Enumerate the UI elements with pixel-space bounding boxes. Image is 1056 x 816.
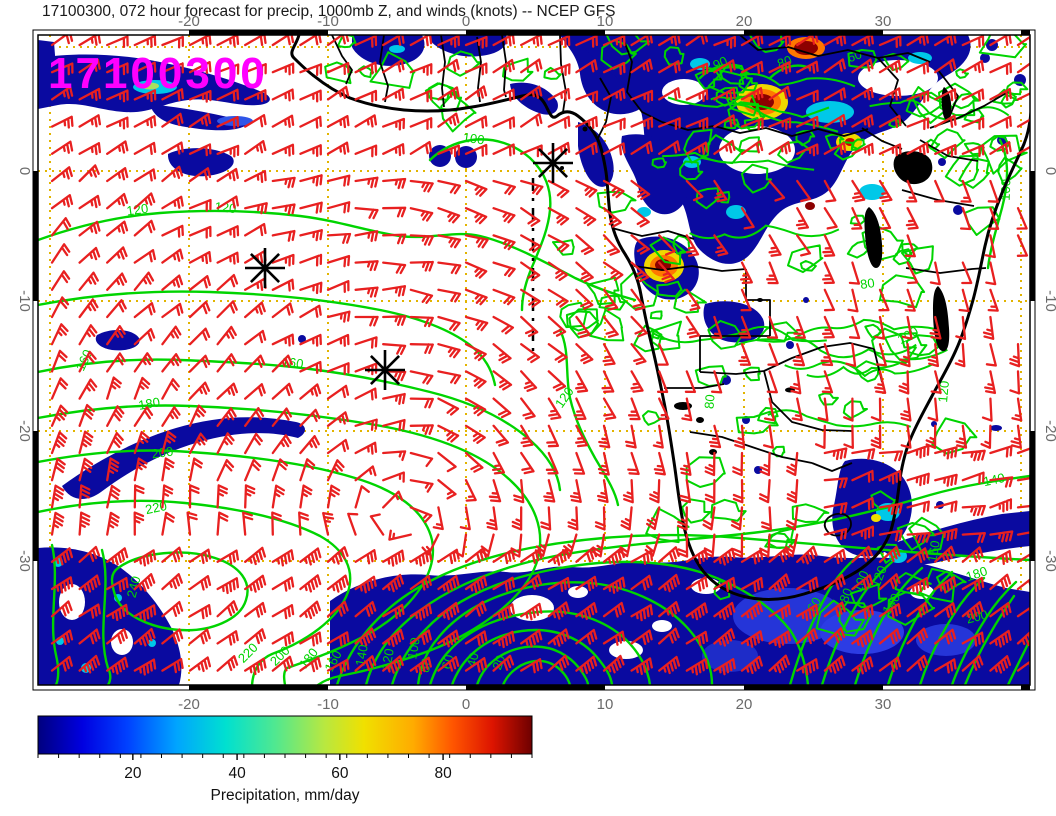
colorbar-tick-label: 80 <box>434 765 452 782</box>
lon-tick-top: 10 <box>597 13 614 30</box>
colorbar-tick-label: 20 <box>124 765 142 782</box>
country-border <box>937 69 959 121</box>
lat-tick-left: -20 <box>16 420 33 442</box>
asterisk-marker <box>533 143 573 183</box>
colorbar-tick-label: 40 <box>228 765 246 782</box>
country-border <box>919 139 979 162</box>
lon-tick-bottom: 0 <box>462 696 470 713</box>
lake <box>864 207 883 268</box>
colorbar-tick-label: 60 <box>331 765 349 782</box>
contour-label: 80 <box>859 275 875 292</box>
country-border <box>559 35 567 113</box>
lat-tick-right: -10 <box>1042 290 1056 312</box>
colorbar-bar <box>37 715 533 755</box>
lon-tick-bottom: -10 <box>317 696 339 713</box>
country-border <box>621 35 663 123</box>
contour-label: 100 <box>404 636 423 660</box>
africa-coastline <box>290 35 1030 601</box>
country-border <box>699 335 770 372</box>
lat-tick-right: -30 <box>1042 550 1056 572</box>
island <box>582 126 588 132</box>
country-border <box>905 267 987 274</box>
contour-label: 240 <box>124 574 144 599</box>
country-border <box>597 77 612 139</box>
contour-label: 100 <box>462 130 486 148</box>
timestamp-overlay: 17100300 <box>48 49 268 98</box>
map-frame <box>32 29 1036 691</box>
precipitation-colorbar: Precipitation, mm/day 20 40 60 80 <box>37 715 533 804</box>
contour-label: 80 <box>836 586 855 605</box>
asterisk-marker <box>365 350 405 390</box>
country-border <box>664 383 725 389</box>
lat-tick-left: -30 <box>16 550 33 572</box>
asterisk-markers <box>245 143 573 390</box>
lon-tick-bottom: 20 <box>736 696 753 713</box>
contour-label: 180 <box>137 394 161 413</box>
contour-label: 80 <box>701 394 717 410</box>
geography <box>290 35 1030 601</box>
lon-tick-top: -10 <box>317 13 339 30</box>
lon-tick-bottom: -20 <box>178 696 200 713</box>
page-title: 17100300, 072 hour forecast for precip, … <box>42 3 616 20</box>
country-border <box>811 462 853 472</box>
precip-region <box>352 35 425 66</box>
precip-region <box>38 40 56 76</box>
lat-tick-right: -20 <box>1042 420 1056 442</box>
lon-tick-top: 20 <box>736 13 753 30</box>
country-border <box>739 35 931 63</box>
island <box>560 166 564 170</box>
contour-label: 120 <box>214 199 237 216</box>
precip-region <box>167 148 234 177</box>
lat-tick-right: 0 <box>1042 167 1056 175</box>
country-border <box>929 91 1009 129</box>
lon-tick-bottom: 30 <box>875 696 892 713</box>
country-border <box>379 35 389 103</box>
country-border <box>699 342 875 375</box>
contour-label: 120 <box>126 201 150 219</box>
asterisk-marker <box>245 248 285 288</box>
precip-region <box>621 134 689 215</box>
contour-label: 90 <box>710 53 729 73</box>
lon-tick-top: 0 <box>462 13 470 30</box>
wind-barbs <box>50 35 1030 676</box>
lat-tick-left: 0 <box>16 167 33 175</box>
country-border <box>661 121 869 137</box>
lat-tick-left: -10 <box>16 290 33 312</box>
contour-label: 20 <box>489 653 508 672</box>
precip-region <box>38 547 182 685</box>
lon-tick-top: 30 <box>875 13 892 30</box>
lake <box>893 151 933 185</box>
contour-label: 160 <box>924 539 943 563</box>
country-border <box>633 265 747 272</box>
lon-tick-bottom: 10 <box>597 696 614 713</box>
colorbar-caption: Precipitation, mm/day <box>210 787 359 804</box>
axis-labels: -20 -20 -10 -10 0 0 10 10 20 20 30 30 0 0 -10 -10 -20 -20… <box>16 13 1056 713</box>
country-border <box>611 227 695 240</box>
country-border <box>689 431 813 464</box>
lon-tick-top: -20 <box>178 13 200 30</box>
precip-region <box>95 329 140 351</box>
